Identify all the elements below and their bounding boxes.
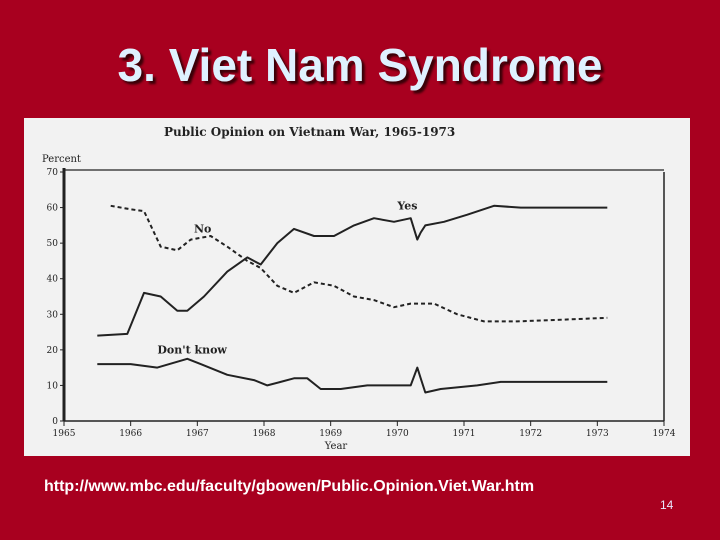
x-tick-label: 1968 bbox=[253, 429, 276, 439]
series-line-yes bbox=[97, 204, 608, 337]
x-tick-label: 1971 bbox=[453, 429, 476, 439]
y-axis-label: Percent bbox=[42, 154, 81, 165]
chart-title: Public Opinion on Vietnam War, 1965-1973 bbox=[164, 125, 455, 139]
x-tick-label: 1969 bbox=[319, 429, 342, 439]
series-annotation: Don't know bbox=[157, 343, 227, 356]
x-tick-label: 1966 bbox=[119, 429, 142, 439]
x-tick-label: 1967 bbox=[186, 429, 209, 439]
series-line-no bbox=[110, 204, 608, 323]
page-number: 14 bbox=[660, 498, 674, 512]
x-tick-label: 1965 bbox=[53, 429, 76, 439]
y-tick-label: 40 bbox=[47, 275, 59, 285]
opinion-line-chart: Public Opinion on Vietnam War, 1965-1973… bbox=[42, 125, 676, 452]
series-annotation: No bbox=[194, 222, 211, 235]
source-url[interactable]: http://www.mbc.edu/faculty/gbowen/Public… bbox=[44, 478, 535, 495]
series-annotation: Yes bbox=[396, 199, 417, 212]
y-tick-label: 60 bbox=[47, 204, 59, 214]
x-tick-label: 1974 bbox=[653, 429, 676, 439]
y-tick-label: 50 bbox=[47, 239, 59, 249]
slide-title: 3. Viet Nam Syndrome bbox=[117, 39, 603, 91]
y-tick-label: 30 bbox=[47, 310, 59, 320]
x-tick-label: 1972 bbox=[519, 429, 542, 439]
y-tick-label: 70 bbox=[47, 168, 59, 178]
series-line-don-t-know bbox=[97, 357, 608, 394]
y-tick-label: 20 bbox=[47, 346, 59, 356]
y-tick-label: 10 bbox=[47, 381, 59, 391]
chart-panel: Public Opinion on Vietnam War, 1965-1973… bbox=[24, 118, 690, 456]
x-tick-label: 1970 bbox=[386, 429, 409, 439]
x-tick-label: 1973 bbox=[586, 429, 609, 439]
x-axis-label: Year bbox=[324, 441, 348, 452]
y-tick-label: 0 bbox=[52, 417, 58, 427]
